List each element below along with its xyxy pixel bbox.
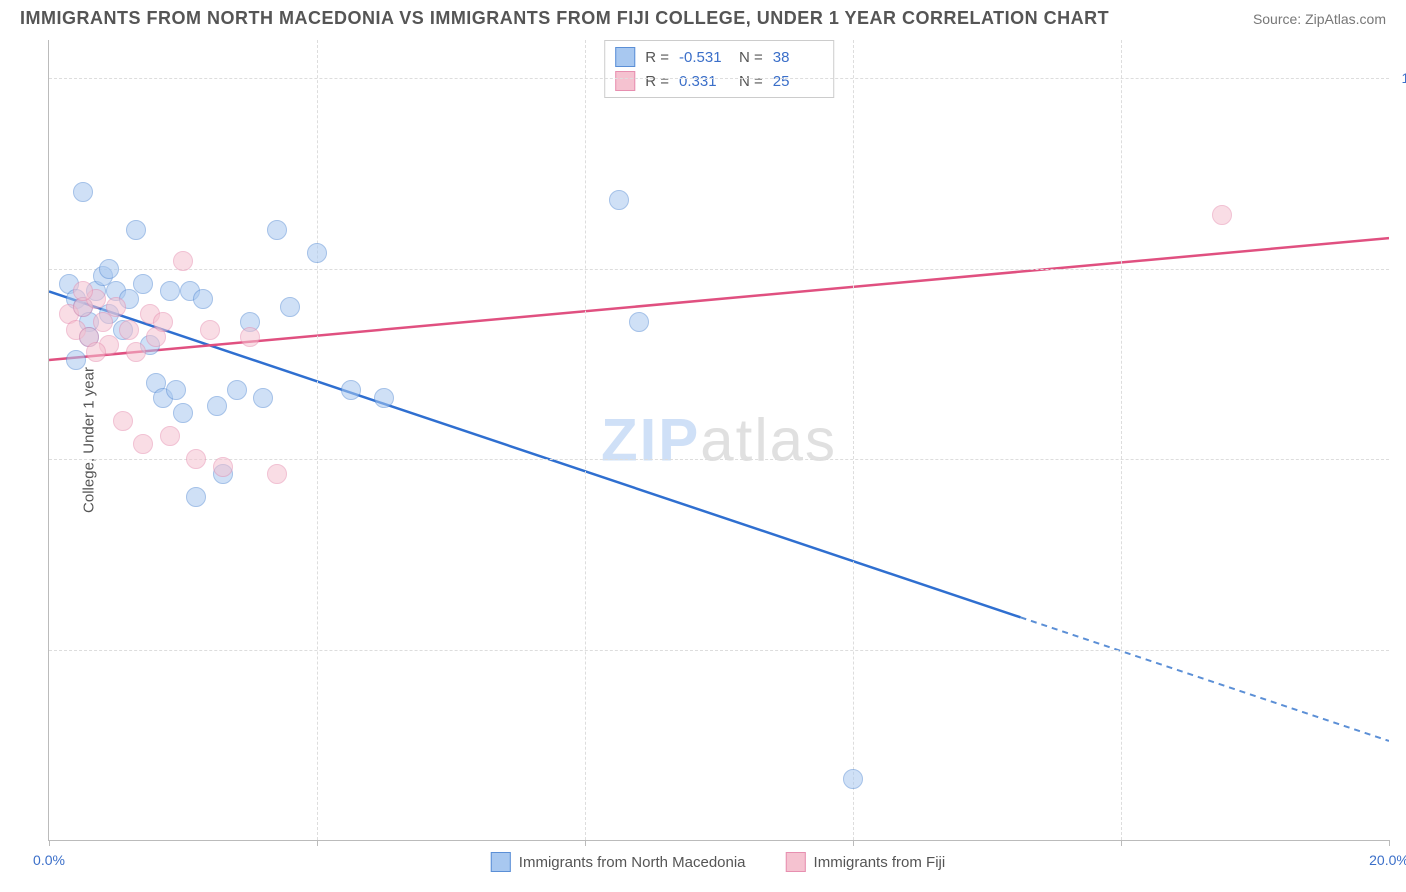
data-point — [200, 320, 220, 340]
data-point — [173, 403, 193, 423]
data-point — [186, 487, 206, 507]
data-point — [629, 312, 649, 332]
x-tick-mark — [585, 840, 586, 846]
stats-legend-row: R = -0.531 N = 38 — [615, 45, 823, 69]
data-point — [166, 380, 186, 400]
data-point — [173, 251, 193, 271]
data-point — [160, 281, 180, 301]
data-point — [213, 457, 233, 477]
data-point — [843, 769, 863, 789]
data-point — [193, 289, 213, 309]
legend-label: Immigrants from Fiji — [814, 854, 946, 871]
legend-swatch — [615, 71, 635, 91]
y-tick-label: 75.0% — [1394, 261, 1406, 277]
source-label: Source: ZipAtlas.com — [1253, 11, 1386, 27]
watermark: ZIPatlas — [601, 406, 837, 475]
trend-line-extrapolated — [1021, 617, 1390, 741]
legend-item: Immigrants from North Macedonia — [491, 852, 746, 872]
legend-swatch — [615, 47, 635, 67]
data-point — [227, 380, 247, 400]
data-point — [126, 342, 146, 362]
x-tick-mark — [1389, 840, 1390, 846]
data-point — [609, 190, 629, 210]
chart-title: IMMIGRANTS FROM NORTH MACEDONIA VS IMMIG… — [20, 8, 1109, 29]
r-value: 0.331 — [679, 73, 729, 90]
gridline-horizontal — [49, 78, 1389, 79]
data-point — [253, 388, 273, 408]
data-point — [119, 320, 139, 340]
data-point — [186, 449, 206, 469]
r-label: R = — [645, 49, 669, 66]
data-point — [153, 312, 173, 332]
x-tick-mark — [1121, 840, 1122, 846]
data-point — [86, 342, 106, 362]
data-point — [106, 297, 126, 317]
data-point — [267, 220, 287, 240]
x-tick-mark — [317, 840, 318, 846]
gridline-vertical — [1121, 40, 1122, 840]
gridline-vertical — [853, 40, 854, 840]
r-value: -0.531 — [679, 49, 729, 66]
x-tick-mark — [49, 840, 50, 846]
x-tick-mark — [853, 840, 854, 846]
legend-label: Immigrants from North Macedonia — [519, 854, 746, 871]
stats-legend: R = -0.531 N = 38 R = 0.331 N = 25 — [604, 40, 834, 98]
data-point — [267, 464, 287, 484]
gridline-horizontal — [49, 459, 1389, 460]
gridline-horizontal — [49, 269, 1389, 270]
x-tick-label: 0.0% — [33, 852, 65, 868]
data-point — [73, 182, 93, 202]
data-point — [240, 327, 260, 347]
n-value: 38 — [773, 49, 823, 66]
data-point — [1212, 205, 1232, 225]
data-point — [73, 281, 93, 301]
y-tick-label: 50.0% — [1394, 451, 1406, 467]
n-label: N = — [739, 49, 763, 66]
data-point — [307, 243, 327, 263]
data-point — [133, 274, 153, 294]
r-label: R = — [645, 73, 669, 90]
legend-swatch — [491, 852, 511, 872]
y-tick-label: 100.0% — [1394, 70, 1406, 86]
data-point — [126, 220, 146, 240]
y-tick-label: 25.0% — [1394, 642, 1406, 658]
data-point — [66, 350, 86, 370]
data-point — [374, 388, 394, 408]
series-legend: Immigrants from North Macedonia Immigrant… — [491, 852, 945, 872]
data-point — [280, 297, 300, 317]
gridline-horizontal — [49, 650, 1389, 651]
trend-lines-layer — [49, 40, 1389, 840]
chart-area: College, Under 1 year ZIPatlas R =-0.531… — [48, 40, 1388, 840]
legend-item: Immigrants from Fiji — [786, 852, 946, 872]
data-point — [99, 259, 119, 279]
legend-swatch — [786, 852, 806, 872]
n-label: N = — [739, 73, 763, 90]
data-point — [160, 426, 180, 446]
n-value: 25 — [773, 73, 823, 90]
plot-region: ZIPatlas R =-0.531N =38R =0.331N =25 25.… — [48, 40, 1389, 841]
data-point — [113, 411, 133, 431]
gridline-vertical — [317, 40, 318, 840]
stats-legend-row: R = 0.331 N = 25 — [615, 69, 823, 93]
x-tick-label: 20.0% — [1369, 852, 1406, 868]
data-point — [133, 434, 153, 454]
data-point — [207, 396, 227, 416]
gridline-vertical — [585, 40, 586, 840]
data-point — [341, 380, 361, 400]
